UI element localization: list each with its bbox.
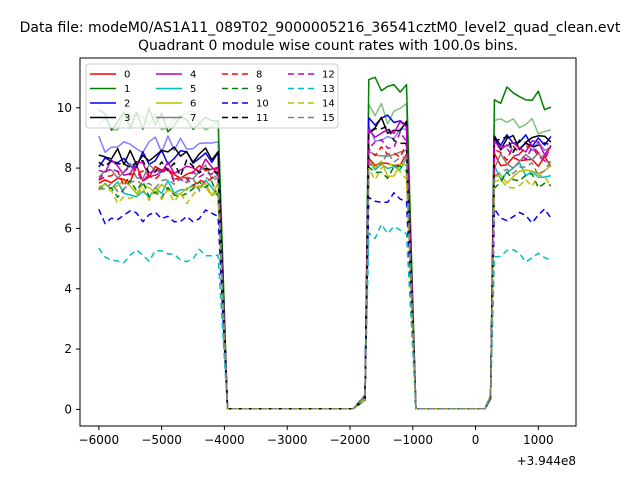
series-line-15 <box>98 151 552 410</box>
legend-label-2: 2 <box>124 99 130 110</box>
x-offset-label: +3.944e8 <box>517 454 576 468</box>
series-line-9 <box>98 165 552 410</box>
legend-label-3: 3 <box>124 113 130 124</box>
legend-label-6: 6 <box>190 99 196 110</box>
legend-label-12: 12 <box>322 70 335 81</box>
x-tick-label: −3000 <box>267 433 308 447</box>
y-tick-label: 0 <box>64 402 72 416</box>
series-line-8 <box>98 142 552 410</box>
legend-label-11: 11 <box>256 113 269 124</box>
x-tick-label: −4000 <box>204 433 245 447</box>
legend-label-9: 9 <box>256 84 262 95</box>
y-tick-label: 6 <box>64 221 72 235</box>
y-tick-label: 4 <box>64 282 72 296</box>
chart-title: Quadrant 0 module wise count rates with … <box>138 38 518 54</box>
plot-frame <box>79 57 577 427</box>
legend-label-1: 1 <box>124 84 130 95</box>
x-tick-label: −1000 <box>392 433 433 447</box>
legend-label-7: 7 <box>190 113 196 124</box>
series-line-11 <box>98 125 552 410</box>
series-line-6 <box>98 159 552 410</box>
legend-label-14: 14 <box>322 99 335 110</box>
figure-suptitle: Data file: modeM0/AS1A11_089T02_90000052… <box>20 20 621 36</box>
series-line-5 <box>98 157 552 410</box>
series-line-14 <box>98 163 552 410</box>
y-tick-label: 2 <box>64 342 72 356</box>
legend-label-13: 13 <box>322 84 335 95</box>
legend-label-10: 10 <box>256 99 269 110</box>
x-tick-label: 1000 <box>523 433 554 447</box>
y-tick-label: 8 <box>64 161 72 175</box>
legend-label-5: 5 <box>190 84 196 95</box>
legend-label-8: 8 <box>256 70 262 81</box>
series-layer <box>98 76 552 410</box>
series-line-12 <box>98 131 552 410</box>
series-line-13 <box>98 223 552 410</box>
legend-box <box>85 63 339 129</box>
series-line-extra <box>98 102 552 410</box>
x-tick-label: −2000 <box>330 433 371 447</box>
series-line-2 <box>98 114 552 410</box>
series-line-10 <box>98 192 552 410</box>
axis-layer: −6000 −5000 −4000 −3000 −2000 −1000 0 1000 0 2 4 6 8… <box>57 101 554 447</box>
legend-label-0: 0 <box>124 70 130 81</box>
x-tick-label: −5000 <box>141 433 182 447</box>
y-tick-label: 10 <box>57 101 72 115</box>
series-line-4 <box>98 120 552 410</box>
legend-label-15: 15 <box>322 113 335 124</box>
legend-label-4: 4 <box>190 70 196 81</box>
x-tick-label: −6000 <box>79 433 120 447</box>
x-tick-label: 0 <box>472 433 480 447</box>
